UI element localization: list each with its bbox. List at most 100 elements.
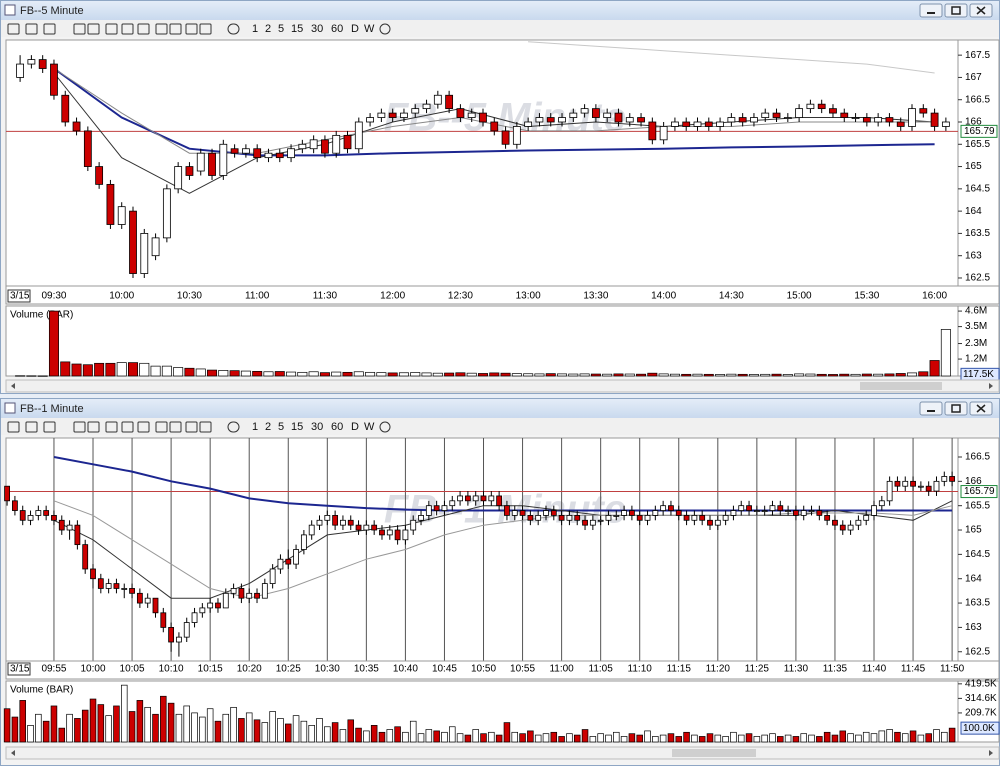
volume-bar: [410, 372, 421, 377]
toolbar-icon[interactable]: [169, 421, 182, 433]
timeframe-button[interactable]: W: [364, 421, 375, 433]
volume-bar: [597, 733, 604, 743]
x-tick-label: 11:40: [862, 664, 887, 675]
scroll-right[interactable]: [989, 750, 993, 756]
toolbar-icon[interactable]: [155, 23, 168, 35]
volume-last-label: 100.0K: [963, 723, 995, 734]
toolbar-icon[interactable]: [199, 421, 212, 433]
candle-body: [480, 495, 487, 502]
volume-bar: [353, 371, 364, 377]
timeframe-button[interactable]: 15: [291, 421, 303, 433]
y-tick-label: 163.5: [965, 598, 990, 609]
toolbar-icon[interactable]: [137, 421, 150, 433]
toolbar-icon[interactable]: [185, 23, 198, 35]
candle-body: [941, 476, 948, 482]
timeframe-button[interactable]: D: [351, 421, 359, 433]
toolbar-icon[interactable]: [73, 23, 86, 35]
scroll-right[interactable]: [989, 383, 993, 389]
maximize-button[interactable]: [944, 401, 968, 416]
timeframe-button[interactable]: W: [364, 23, 375, 35]
timeframe-button[interactable]: 60: [331, 421, 343, 433]
toolbar-icon[interactable]: [87, 23, 100, 35]
y-tick-label: 164.5: [965, 183, 990, 194]
toolbar-icon[interactable]: [7, 421, 20, 433]
maximize-button[interactable]: [944, 3, 968, 18]
timeframe-button[interactable]: 5: [278, 23, 284, 35]
volume-bar: [477, 373, 488, 377]
toolbar-icon[interactable]: [7, 23, 20, 35]
toolbar-icon[interactable]: [73, 421, 86, 433]
timeframe-button[interactable]: D: [351, 23, 359, 35]
toolbar-icon[interactable]: [25, 421, 38, 433]
last-price-label: 165.79: [964, 126, 995, 137]
volume-bar: [347, 719, 354, 743]
volume-bar: [511, 731, 519, 743]
toolbar-icon[interactable]: [105, 421, 118, 433]
y-tick-label: 162.5: [965, 273, 990, 284]
toolbar-icon[interactable]: [137, 23, 150, 35]
scroll-left[interactable]: [11, 750, 15, 756]
toolbar-icon[interactable]: [43, 23, 56, 35]
toolbar-icon[interactable]: [121, 23, 134, 35]
candle-body: [925, 485, 932, 492]
candle-body: [140, 233, 149, 274]
volume-bar: [753, 736, 761, 743]
volume-bar: [647, 372, 658, 377]
candle-body: [355, 524, 362, 531]
timeframe-button[interactable]: 15: [291, 23, 303, 35]
volume-bar: [261, 722, 269, 743]
volume-bar: [74, 718, 81, 743]
candle-body: [457, 495, 463, 502]
toolbar-icon[interactable]: [169, 23, 182, 35]
toolbar-icon[interactable]: [227, 421, 240, 433]
timeframe-button[interactable]: 2: [265, 421, 271, 433]
toolbar-icon[interactable]: [155, 421, 168, 433]
toolbar-close[interactable]: [379, 23, 391, 35]
timeframe-button[interactable]: 1: [252, 421, 258, 433]
scrollbar[interactable]: [5, 379, 1000, 393]
candle-body: [253, 148, 262, 159]
timeframe-button[interactable]: 60: [331, 23, 343, 35]
scroll-left[interactable]: [11, 383, 15, 389]
toolbar-icon[interactable]: [87, 421, 100, 433]
volume-bar: [331, 722, 339, 743]
timeframe-button[interactable]: 1: [252, 23, 258, 35]
candle-body: [707, 519, 713, 526]
candle-body: [277, 558, 284, 570]
timeframe-button[interactable]: 2: [265, 23, 271, 35]
volume-bar: [128, 711, 136, 743]
candle-body: [441, 505, 448, 511]
candle-body: [74, 524, 81, 546]
volume-tick-label: 2.3M: [965, 338, 987, 349]
minimize-button[interactable]: [919, 3, 943, 18]
candle-body: [671, 121, 679, 127]
timeframe-button[interactable]: 30: [311, 421, 323, 433]
minimize-button[interactable]: [919, 401, 943, 416]
toolbar-icon[interactable]: [227, 23, 240, 35]
timeframe-button[interactable]: 5: [278, 421, 284, 433]
candle-body: [371, 524, 378, 531]
toolbar-icon[interactable]: [43, 421, 56, 433]
candle-body: [683, 515, 690, 521]
toolbar-icon[interactable]: [185, 421, 198, 433]
timeframe-button[interactable]: 30: [311, 23, 323, 35]
toolbar-icon[interactable]: [121, 421, 134, 433]
candle-body: [144, 597, 151, 604]
candle-body: [851, 117, 860, 119]
date-label: 3/15: [10, 291, 30, 302]
candle-body: [550, 510, 557, 516]
toolbar-close[interactable]: [379, 421, 391, 433]
volume-bar: [534, 734, 542, 743]
scroll-thumb[interactable]: [672, 749, 756, 757]
scrollbar[interactable]: [5, 746, 1000, 760]
candle-body: [839, 524, 846, 531]
toolbar-icon[interactable]: [105, 23, 118, 35]
volume-bar: [613, 373, 624, 377]
candle-body: [50, 63, 58, 96]
toolbar-icon[interactable]: [25, 23, 38, 35]
volume-bar: [376, 372, 387, 377]
candle-body: [691, 515, 698, 521]
toolbar-icon[interactable]: [199, 23, 212, 35]
volume-bar: [777, 736, 784, 743]
scroll-thumb[interactable]: [860, 382, 942, 390]
